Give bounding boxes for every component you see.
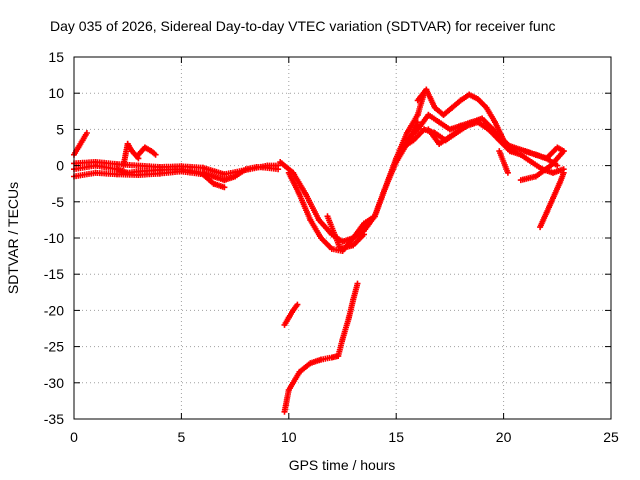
series-late-short xyxy=(425,126,464,147)
y-tick-label: -20 xyxy=(44,302,64,318)
data-points xyxy=(71,86,567,415)
y-tick-label: -35 xyxy=(44,411,64,427)
data-point xyxy=(504,169,511,176)
axis-ticks: 0 5 10 15 20 25 -35 -30 -25 -20 -15 -10 -5 0 5 10 15 xyxy=(44,49,619,445)
series-early-rise xyxy=(71,130,90,158)
series-late-rise xyxy=(517,148,567,184)
y-tick-label: 5 xyxy=(56,121,64,137)
x-tick-label: 15 xyxy=(388,429,404,445)
y-tick-label: 0 xyxy=(56,158,64,174)
x-tick-label: 5 xyxy=(178,429,186,445)
series-dip-short xyxy=(324,213,367,252)
series-late-drop xyxy=(496,148,511,176)
y-tick-label: -30 xyxy=(44,375,64,391)
data-point xyxy=(294,301,301,308)
data-point xyxy=(560,169,567,176)
data-point xyxy=(354,280,361,287)
data-point xyxy=(554,162,561,169)
data-point xyxy=(152,151,159,158)
x-tick-label: 20 xyxy=(496,429,512,445)
data-point xyxy=(221,184,228,191)
series-bump-2.5 xyxy=(120,140,142,169)
y-axis-label: SDTVAR / TECUs xyxy=(5,182,21,294)
series-late-hump xyxy=(522,144,567,162)
y-tick-label: -5 xyxy=(52,194,65,210)
series-late-tail xyxy=(537,169,567,231)
series-bump-3.3 xyxy=(135,144,159,158)
data-point xyxy=(83,130,90,136)
y-tick-label: 10 xyxy=(48,85,64,101)
chart-title: Day 035 of 2026, Sidereal Day-to-day VTE… xyxy=(50,18,556,34)
series-baseline-b xyxy=(71,159,282,178)
x-tick-label: 10 xyxy=(281,429,297,445)
x-tick-label: 0 xyxy=(70,429,78,445)
series-low-seg-a xyxy=(281,301,301,328)
data-point xyxy=(457,126,464,133)
grid-lines xyxy=(74,57,611,419)
series-peak-top xyxy=(414,86,518,155)
series-low-seg-b xyxy=(281,280,361,415)
y-tick-label: -15 xyxy=(44,266,64,282)
y-tick-label: -10 xyxy=(44,230,64,246)
series-baseline-c xyxy=(71,168,228,191)
series-dip-wide xyxy=(285,119,421,254)
y-tick-label: 15 xyxy=(48,49,64,65)
y-tick-label: -25 xyxy=(44,339,64,355)
x-axis-label: GPS time / hours xyxy=(289,457,396,473)
data-point xyxy=(361,231,367,238)
data-point xyxy=(275,162,282,169)
x-tick-label: 25 xyxy=(603,429,619,445)
data-point xyxy=(560,148,567,155)
